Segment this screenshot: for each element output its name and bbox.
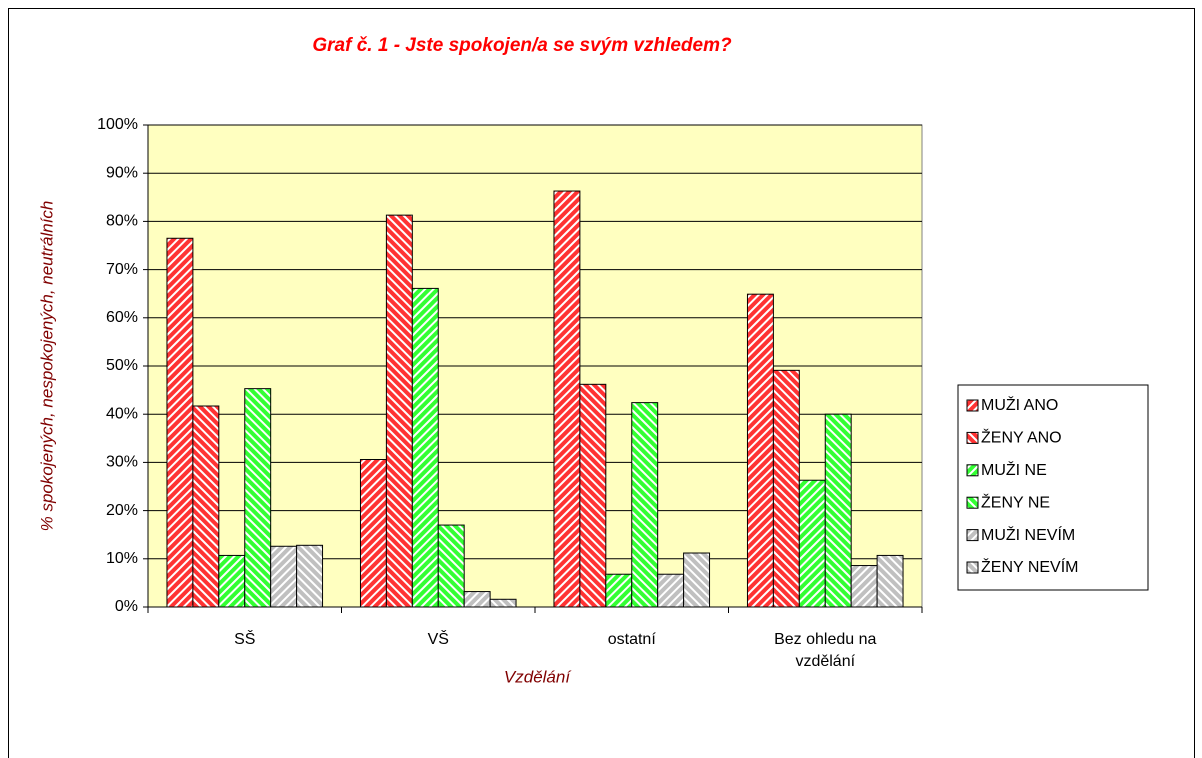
legend-swatch (966, 431, 979, 444)
bar (166, 237, 194, 608)
legend-label: ŽENY ANO (981, 428, 1062, 447)
bar (772, 369, 800, 608)
bar (437, 524, 465, 608)
bar (296, 544, 324, 608)
bar (876, 554, 904, 608)
bar (824, 413, 852, 608)
x-tick-label: ostatní (607, 631, 656, 648)
bar (850, 565, 878, 608)
y-axis-label: % spokojených, nespokojených, neutrálníc… (37, 201, 56, 532)
legend-swatch (966, 399, 979, 412)
legend-label: ŽENY NE (981, 492, 1050, 511)
x-tick-label: VŠ (427, 631, 449, 648)
y-tick-label: 100% (97, 116, 138, 133)
legend-box (957, 384, 1149, 591)
bar (244, 388, 272, 608)
y-tick-label: 50% (106, 357, 138, 374)
legend-label: MUŽI ANO (981, 395, 1058, 414)
bar (359, 459, 387, 608)
x-axis-label: Vzdělání (504, 667, 572, 686)
x-tick-label: Bez ohledu na vzdělání (774, 631, 877, 670)
y-tick-label: 10% (106, 550, 138, 567)
y-tick-label: 80% (106, 213, 138, 230)
bar (746, 293, 774, 608)
legend-swatch (966, 529, 979, 542)
x-tick-label: SŠ (234, 631, 256, 648)
bar (683, 552, 711, 608)
legend-swatch (966, 464, 979, 477)
y-tick-label: 40% (106, 405, 138, 422)
chart-title: Graf č. 1 - Jste spokojen/a se svým vzhl… (312, 35, 732, 56)
legend-label: MUŽI NEVÍM (981, 525, 1075, 544)
legend-swatch (966, 561, 979, 574)
bar (218, 554, 246, 608)
bar (579, 383, 607, 608)
legend-label: MUŽI NE (981, 460, 1047, 479)
y-tick-label: 20% (106, 502, 138, 519)
legend-swatch (966, 496, 979, 509)
y-tick-label: 90% (106, 164, 138, 181)
bar (605, 573, 633, 608)
legend-label: ŽENY NEVÍM (981, 557, 1079, 576)
bar (411, 287, 439, 608)
y-tick-label: 60% (106, 309, 138, 326)
bar (631, 402, 659, 608)
bar (192, 405, 220, 608)
y-tick-label: 0% (115, 598, 138, 615)
bar (463, 591, 491, 608)
bar (385, 214, 413, 608)
bar (553, 190, 581, 608)
y-tick-label: 30% (106, 454, 138, 471)
bar (798, 479, 826, 608)
bar (657, 573, 685, 608)
y-tick-label: 70% (106, 261, 138, 278)
bar (489, 598, 517, 608)
bar (270, 545, 298, 608)
